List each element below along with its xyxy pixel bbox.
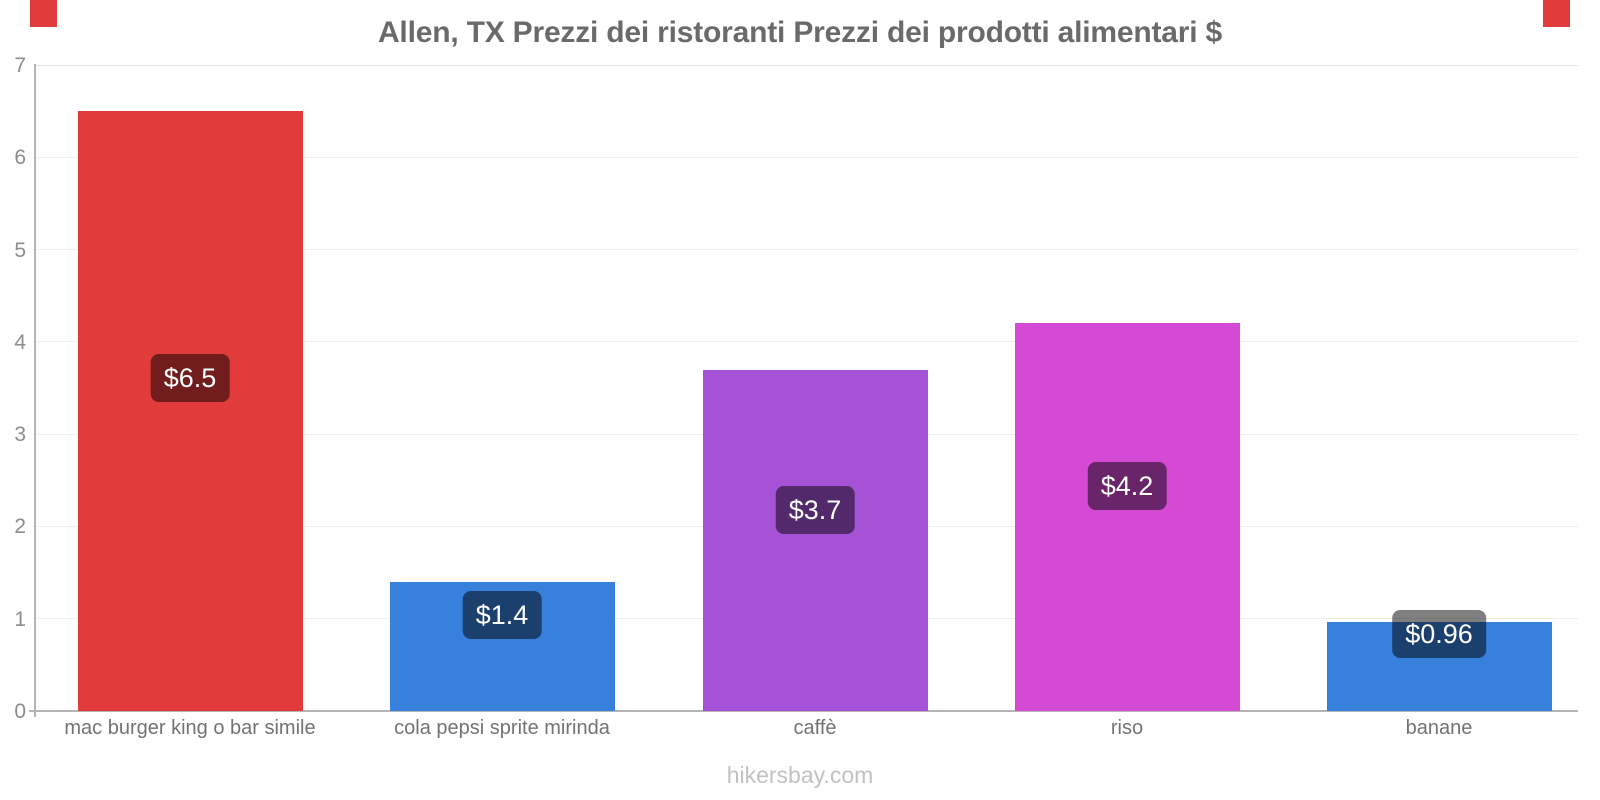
watermark: hikersbay.com [726, 762, 874, 788]
category-label: mac burger king o bar simile [64, 717, 316, 739]
bar-caffè [702, 369, 928, 711]
gridline-y-7 [35, 64, 1578, 66]
red-corner-accent-right [1543, 0, 1570, 27]
gridline-y-6 [35, 156, 1578, 158]
value-badge: $1.4 [462, 591, 542, 639]
value-badge: $0.96 [1392, 610, 1486, 658]
category-label: cola pepsi sprite mirinda [394, 717, 610, 739]
y-tick-label-5: 5 [14, 238, 26, 262]
y-axis-line [34, 64, 36, 717]
y-tick-label-1: 1 [14, 607, 26, 631]
value-badge: $3.7 [775, 486, 855, 534]
red-corner-accent-left [30, 0, 57, 27]
y-tick-label-0: 0 [14, 700, 26, 723]
x-axis-baseline [29, 710, 1578, 712]
y-tick-label-6: 6 [14, 146, 26, 170]
value-badge: $4.2 [1087, 462, 1167, 510]
bar-riso [1014, 323, 1240, 711]
y-tick-label-7: 7 [14, 54, 26, 78]
chart-title: Allen, TX Prezzi dei ristoranti Prezzi d… [377, 16, 1223, 49]
y-tick-label-2: 2 [14, 515, 26, 539]
category-label: caffè [793, 717, 837, 739]
gridline-y-5 [35, 249, 1578, 251]
value-badge: $6.5 [150, 354, 230, 402]
bar-mac-burger-king-o-bar-simile [77, 111, 303, 711]
y-tick-label-3: 3 [14, 423, 26, 447]
category-label: riso [1110, 717, 1144, 739]
gridline-y-4 [35, 341, 1578, 343]
y-tick-label-4: 4 [14, 330, 26, 354]
category-label: banane [1405, 717, 1473, 739]
